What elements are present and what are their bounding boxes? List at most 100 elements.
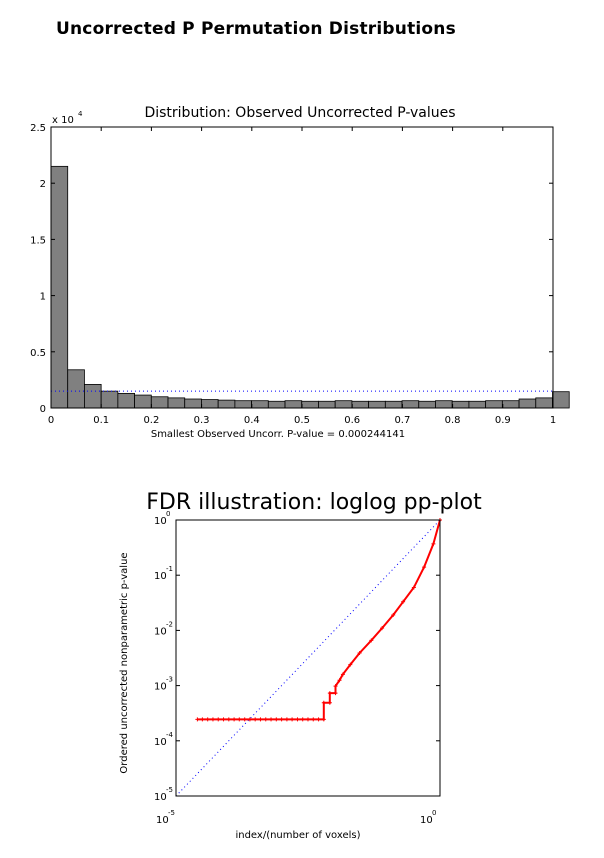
pp-plot-point (232, 717, 237, 722)
histogram-y-multiplier: x 10 (52, 115, 74, 126)
histogram-x-tick-label: 0.7 (394, 415, 410, 426)
pp-plot-y-tick-exponent: -2 (166, 620, 173, 628)
histogram-y-tick-label: 0.5 (30, 348, 46, 359)
pp-plot-series-line (197, 519, 441, 721)
histogram-bar (267, 400, 286, 409)
histogram-x-ticks: 0 0.1 0.2 0.3 0.4 0.5 0.6 0.7 0.8 0.9 1 (48, 127, 556, 426)
pp-plot-point (284, 717, 289, 722)
pp-plot-point (221, 717, 226, 722)
histogram-bar (418, 400, 436, 409)
pp-plot-y-tick-exponent: -1 (166, 565, 173, 573)
histogram-title: Distribution: Observed Uncorrected P-val… (144, 105, 455, 121)
histogram-chart: Distribution: Observed Uncorrected P-val… (30, 105, 570, 440)
pp-plot-title: FDR illustration: loglog pp-plot (146, 490, 482, 515)
histogram-bar (201, 399, 219, 409)
histogram-bar (234, 400, 252, 409)
pp-plot-point (401, 599, 406, 604)
pp-plot-point (290, 717, 295, 722)
pp-plot-point (274, 717, 279, 722)
histogram-y-multiplier-exponent: 4 (78, 110, 83, 118)
pp-plot-point (305, 717, 310, 722)
pp-plot-point (357, 650, 362, 655)
histogram-x-tick-label: 0.1 (93, 415, 109, 426)
histogram-bar (368, 400, 386, 409)
histogram-bar (518, 398, 537, 409)
pp-plot-y-tick-label: 10 (154, 571, 167, 582)
pp-plot-y-label: Ordered uncorrected nonparametric p-valu… (119, 552, 130, 773)
pp-plot-point (295, 717, 300, 722)
pp-plot-reference-line (175, 519, 441, 797)
pp-plot-point (321, 700, 326, 705)
pp-plot-point (311, 717, 316, 722)
histogram-bar (535, 397, 553, 409)
pp-plot-point (431, 541, 436, 546)
pp-plot-y-tick-label: 10 (154, 792, 167, 803)
pp-plot-point (300, 717, 305, 722)
histogram-y-tick-label: 2 (40, 179, 46, 190)
pp-plot-point (237, 717, 242, 722)
histogram-bar (318, 400, 336, 409)
histogram-y-tick-label: 0 (40, 404, 46, 415)
histogram-bar (100, 390, 119, 409)
histogram-bar (251, 400, 269, 409)
histogram-bars (50, 165, 570, 409)
pp-plot-point (380, 626, 385, 631)
histogram-bar (217, 399, 236, 409)
histogram-bar (468, 400, 487, 409)
histogram-bar (84, 383, 102, 409)
histogram-x-tick-label: 0.9 (495, 415, 511, 426)
histogram-x-tick-label: 0.4 (244, 415, 260, 426)
pp-plot-point (321, 717, 326, 722)
pp-plot-y-tick-exponent: -3 (166, 676, 173, 684)
pp-plot-point (279, 717, 284, 722)
histogram-x-tick-label: 0.8 (445, 415, 461, 426)
pp-plot-series-markers (195, 518, 442, 722)
pp-plot-point (391, 613, 396, 618)
pp-plot-point (316, 717, 321, 722)
pp-plot-point (205, 717, 210, 722)
histogram-bar (184, 398, 202, 409)
pp-plot-y-tick-label: 10 (154, 737, 167, 748)
pp-plot-x-tick-exponent: 0 (432, 809, 436, 817)
pp-plot-x-label: index/(number of voxels) (235, 830, 360, 841)
pp-plot-point (210, 717, 215, 722)
histogram-bar (117, 392, 135, 409)
pp-plot-point (327, 691, 332, 696)
page-title: Uncorrected P Permutation Distributions (56, 19, 456, 39)
histogram-bar (334, 400, 353, 409)
histogram-bar (485, 400, 503, 409)
pp-plot-point (263, 717, 268, 722)
pp-plot-point (258, 717, 263, 722)
pp-plot-point (216, 717, 221, 722)
histogram-x-tick-label: 0.6 (344, 415, 360, 426)
histogram-bar (284, 400, 303, 409)
histogram-x-tick-label: 0.2 (143, 415, 159, 426)
histogram-bar (552, 391, 570, 409)
histogram-bar (451, 400, 470, 409)
pp-plot-point (337, 678, 342, 683)
pp-plot-point (242, 717, 247, 722)
pp-plot-point (269, 717, 274, 722)
histogram-bar (384, 400, 403, 409)
pp-plot-x-tick-label: 10 (420, 815, 433, 826)
pp-plot-point (327, 700, 332, 705)
histogram-x-tick-label: 0.3 (194, 415, 210, 426)
pp-plot-point (195, 717, 200, 722)
pp-plot-point (226, 717, 231, 722)
histogram-bar (401, 400, 420, 409)
pp-plot-point (247, 717, 252, 722)
histogram-bar (435, 400, 453, 409)
histogram-x-tick-label: 0.5 (294, 415, 310, 426)
pp-plot-chart: FDR illustration: loglog pp-plot 10010-1… (119, 490, 482, 841)
histogram-bar (167, 397, 186, 409)
pp-plot-point (422, 565, 427, 570)
pp-plot-point (253, 717, 258, 722)
pp-plot-point (333, 684, 338, 689)
histogram-bar (501, 400, 520, 409)
pp-plot-point (411, 585, 416, 590)
histogram-bar (67, 369, 85, 409)
histogram-bar (150, 396, 169, 409)
pp-plot-y-tick-label: 10 (154, 626, 167, 637)
